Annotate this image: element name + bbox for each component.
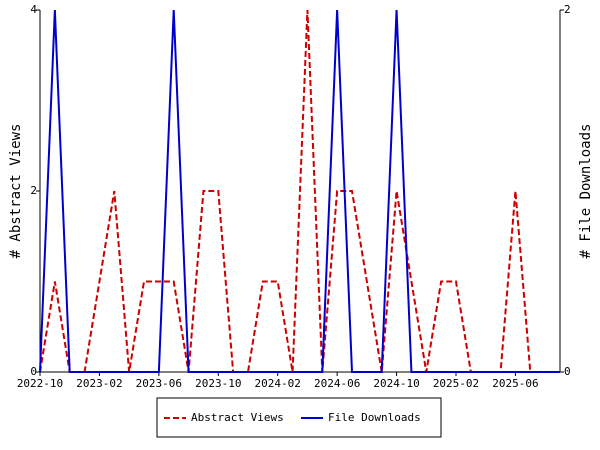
y2-tick-label: 2 [564, 3, 571, 16]
x-tick-label: 2023-06 [136, 377, 182, 390]
x-tick-label: 2024-02 [255, 377, 301, 390]
y2-tick-label: 0 [564, 365, 571, 378]
x-tick-label: 2024-10 [373, 377, 419, 390]
x-tick-label: 2025-02 [433, 377, 479, 390]
y-axis-label: # Abstract Views [8, 124, 24, 259]
x-tick-label: 2022-10 [17, 377, 63, 390]
series-line [39, 9, 560, 373]
series-line [39, 9, 560, 373]
y-tick-label: 4 [30, 3, 37, 16]
x-tick-label: 2023-10 [195, 377, 241, 390]
x-tick-label: 2023-02 [76, 377, 122, 390]
y-tick-label: 2 [30, 184, 37, 197]
y-tick-label: 0 [30, 365, 37, 378]
legend-box [156, 397, 442, 438]
x-tick-label: 2025-06 [492, 377, 538, 390]
x-tick-label: 2024-06 [314, 377, 360, 390]
legend-label: File Downloads [328, 411, 421, 424]
y2-axis-label: # File Downloads [578, 124, 594, 259]
legend-label: Abstract Views [191, 411, 284, 424]
